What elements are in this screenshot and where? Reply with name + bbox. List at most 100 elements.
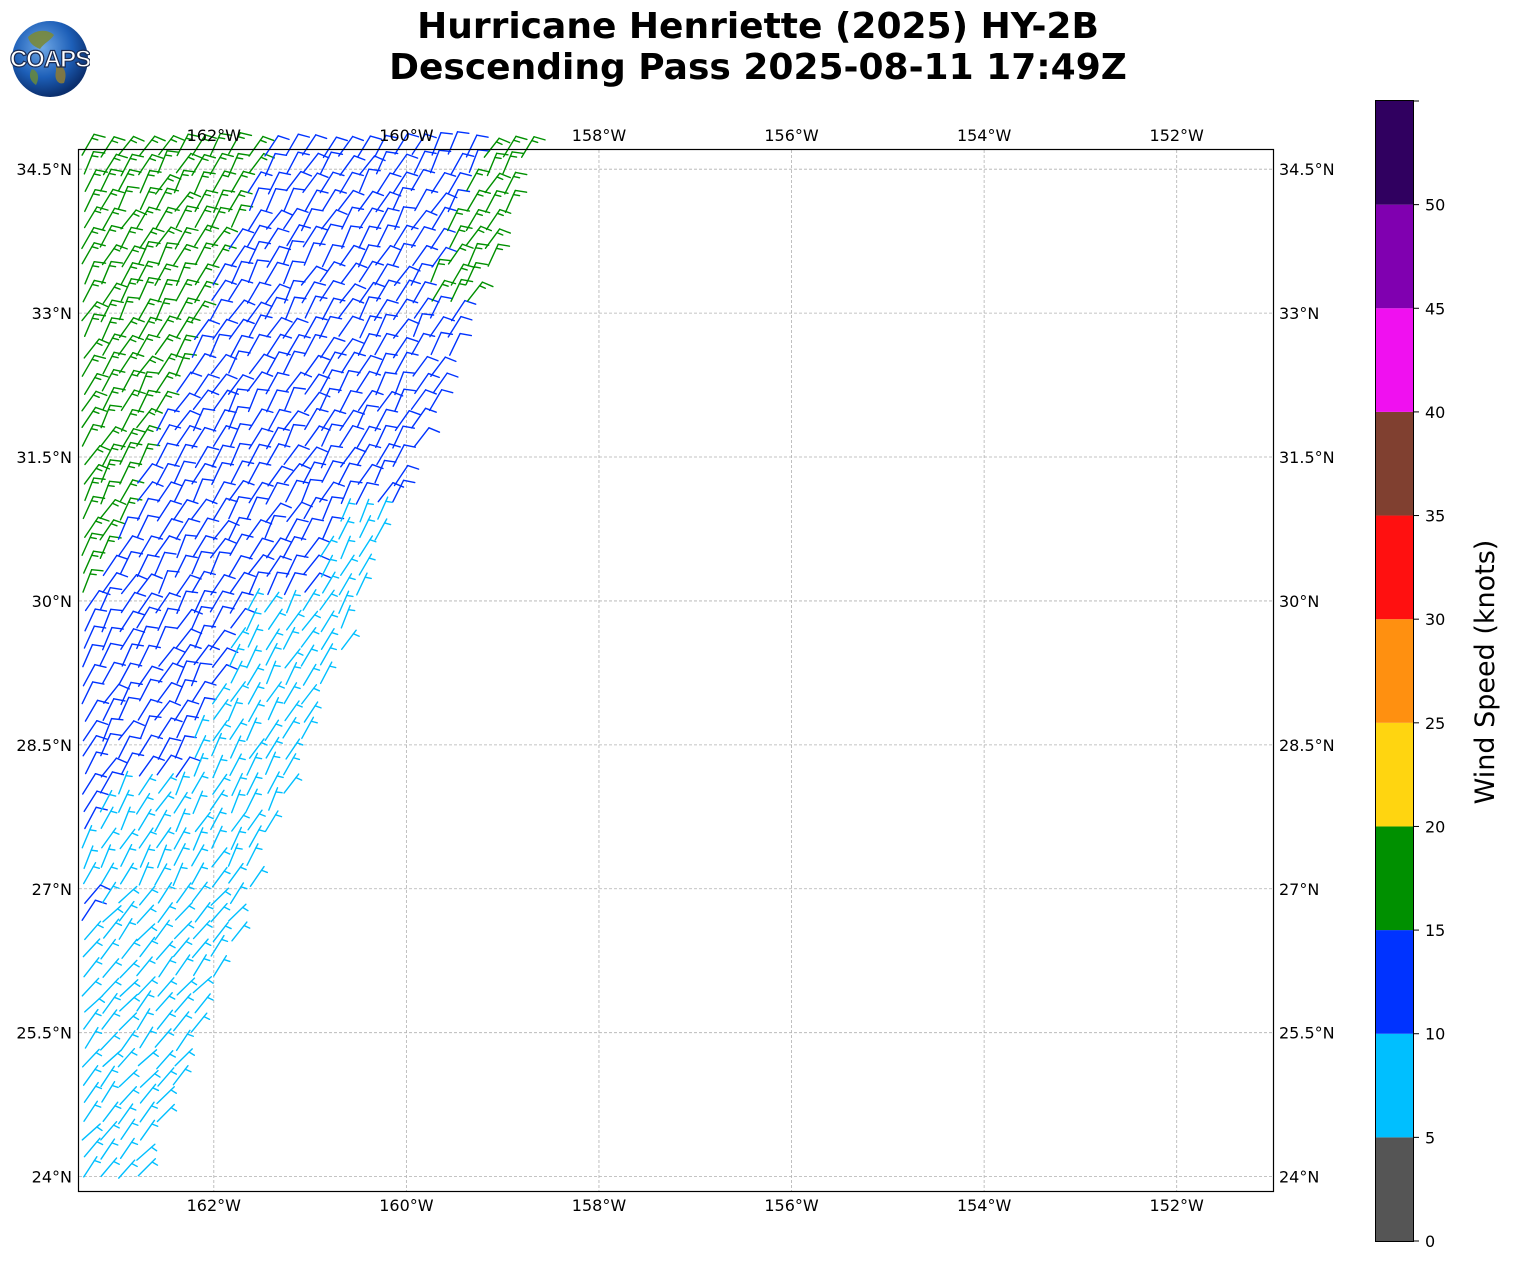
wind-barb (229, 882, 248, 905)
wind-barb (101, 977, 122, 997)
wind-barb (377, 496, 393, 520)
wind-barb (154, 1028, 175, 1048)
wind-barb (100, 757, 128, 778)
wind-barb (339, 409, 366, 431)
wind-barb (191, 771, 209, 794)
wind-barb (82, 279, 107, 303)
wind-barb (484, 172, 511, 194)
wind-barb (247, 461, 272, 485)
wind-barb (303, 316, 328, 339)
wind-barb (248, 537, 274, 560)
wind-barb (264, 296, 289, 320)
wind-barb (191, 844, 209, 867)
lat-tick-label-left: 24°N (32, 1168, 72, 1187)
wind-barb (265, 736, 283, 759)
wind-barb (138, 443, 161, 467)
lat-tick-label-right: 34.5°N (1279, 160, 1335, 179)
wind-barb (283, 463, 311, 484)
wind-barb (282, 716, 301, 739)
wind-barb (392, 444, 416, 467)
lat-tick-label-left: 28.5°N (16, 736, 72, 755)
wind-barb (119, 441, 143, 465)
wind-barb (393, 171, 419, 194)
wind-barb (246, 663, 265, 686)
wind-barb (231, 921, 251, 942)
wind-barb (413, 427, 441, 448)
wind-barb (247, 554, 275, 575)
wind-barb (229, 718, 248, 740)
lat-tick-label-right: 28.5°N (1279, 736, 1335, 755)
wind-barb (212, 921, 232, 943)
wind-barb (155, 206, 180, 229)
wind-barb (339, 425, 365, 447)
wind-barb (120, 628, 146, 650)
lon-tick-label-top: 156°W (764, 126, 819, 145)
wind-barb (154, 535, 181, 557)
wind-barb (319, 387, 342, 412)
lon-tick-label-top: 152°W (1150, 126, 1205, 145)
lat-tick-label-right: 30°N (1279, 592, 1319, 611)
wind-barb (192, 389, 220, 411)
wind-barb (282, 317, 309, 339)
wind-barb (100, 404, 123, 429)
wind-barb (83, 338, 111, 359)
wind-barb (302, 172, 329, 194)
wind-barb (228, 278, 254, 301)
wind-barb (118, 696, 141, 721)
wind-barb (304, 407, 329, 431)
lat-tick-label-left: 33°N (32, 304, 72, 323)
wind-barb (157, 977, 178, 997)
wind-barb (173, 920, 195, 940)
wind-barb (392, 298, 419, 321)
wind-barb (286, 224, 312, 247)
wind-barb (84, 445, 112, 466)
wind-barb (84, 884, 112, 904)
wind-barb (209, 132, 233, 157)
wind-barb (194, 697, 217, 721)
wind-barb (191, 334, 215, 358)
wind-barb (338, 590, 354, 614)
wind-barb (157, 353, 183, 375)
wind-barb (100, 1157, 120, 1178)
wind-barb (229, 591, 254, 614)
wind-barb (83, 464, 111, 485)
wind-barb (194, 901, 214, 923)
wind-barb (227, 697, 243, 722)
wind-barb (119, 497, 143, 521)
wind-barb (284, 386, 307, 411)
wind-barb (102, 1049, 124, 1067)
wind-barb (157, 844, 172, 869)
wind-barb (285, 133, 311, 156)
wind-barb (83, 1137, 104, 1158)
wind-barb (212, 263, 237, 286)
wind-barb (374, 518, 392, 541)
wind-barb (84, 806, 108, 830)
wind-barb (229, 334, 254, 358)
wind-barb (304, 295, 328, 319)
wind-barb (356, 425, 382, 448)
wind-barb (158, 646, 186, 667)
wind-barb (265, 751, 281, 775)
wind-barb (265, 642, 282, 666)
wind-barb (264, 152, 288, 177)
wind-barb (301, 684, 321, 705)
wind-barb (174, 679, 198, 703)
wind-barb (121, 369, 146, 393)
wind-barb (302, 152, 330, 173)
wind-barb (339, 390, 363, 413)
wind-barb (155, 174, 182, 195)
wind-barb (266, 660, 281, 685)
wind-barb (120, 428, 146, 451)
wind-barb (138, 827, 157, 849)
lon-tick-label-bottom: 156°W (764, 1196, 819, 1215)
wind-barb (139, 1119, 159, 1141)
wind-barb (248, 699, 265, 723)
wind-barb (230, 460, 255, 484)
wind-barb (265, 188, 288, 212)
wind-barb (393, 224, 419, 247)
wind-barb (284, 518, 309, 541)
wind-barb (283, 753, 301, 776)
wind-barb (267, 571, 290, 596)
wind-barb (173, 1011, 193, 1032)
lon-tick-label-bottom: 154°W (957, 1196, 1012, 1215)
